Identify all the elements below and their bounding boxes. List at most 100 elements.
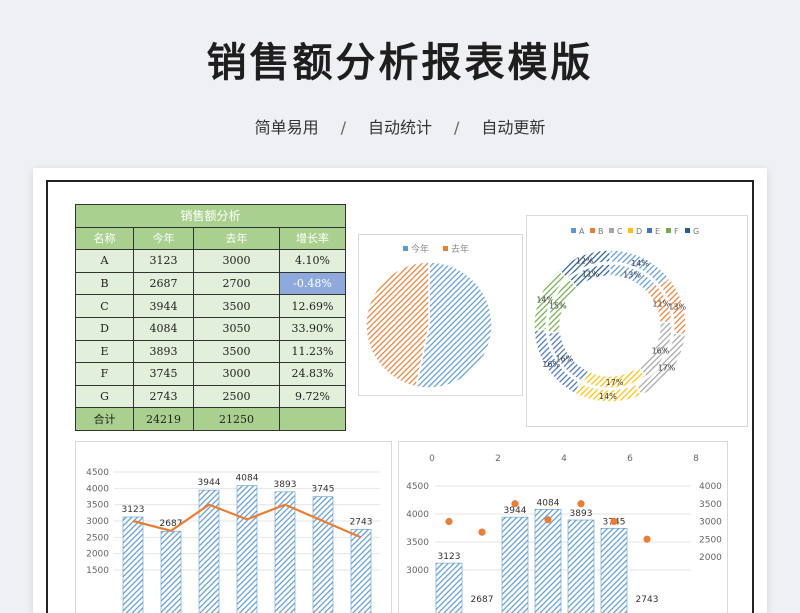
scatter-point <box>610 517 618 526</box>
pie-chart: 今年 去年 <box>365 243 493 389</box>
cell-last-year[interactable]: 3500 <box>193 294 280 318</box>
y-tick-label: 1500 <box>86 566 109 576</box>
data-label: 11% <box>582 270 600 279</box>
bar-value-label: 3944 <box>198 478 221 488</box>
bar-value-label: 3893 <box>274 480 297 490</box>
col-header-last-year[interactable]: 去年 <box>193 226 280 251</box>
bar-value-label: 2743 <box>350 517 373 527</box>
cell-this-year[interactable]: 2743 <box>133 384 194 409</box>
pie-slice <box>365 261 430 388</box>
doughnut-chart: A B C D E F G14%13%17%14%16%14%12%13%11%16%17%… <box>533 227 699 403</box>
cell-total-growth[interactable] <box>279 407 346 431</box>
table-row: D 4084 3050 33.90% <box>75 316 346 341</box>
scatter-point <box>478 528 486 536</box>
total-row: 合计 24219 21250 <box>75 407 346 431</box>
y-tick-label: 3000 <box>86 517 109 527</box>
bar-value-label: 3893 <box>570 509 593 519</box>
cell-last-year[interactable]: 2500 <box>193 384 280 409</box>
cell-last-year[interactable]: 3050 <box>193 316 280 341</box>
cell-total-this-year[interactable]: 24219 <box>133 407 194 431</box>
top-x-tick-label: 4 <box>561 454 567 464</box>
bar-value-label: 3944 <box>504 506 527 516</box>
cell-total-last-year[interactable]: 21250 <box>193 407 280 431</box>
cell-this-year[interactable]: 3745 <box>133 362 194 386</box>
bar <box>435 562 463 613</box>
cell-this-year[interactable]: 3893 <box>133 339 194 364</box>
data-label: 16% <box>542 360 560 369</box>
legend-swatch <box>647 228 652 233</box>
spreadsheet-sheet: 销售额分析 名称 今年 去年 增长率 A 3123 3000 4.10% B 2… <box>46 180 754 613</box>
bar-value-label: 4084 <box>236 474 259 484</box>
right-y-tick-label: 3000 <box>699 518 722 528</box>
legend-swatch <box>571 228 576 233</box>
cell-growth[interactable]: 24.83% <box>279 362 346 386</box>
data-label: 16% <box>652 346 670 355</box>
doughnut-segment <box>557 249 611 280</box>
right-y-tick-label: 2000 <box>699 553 722 563</box>
top-x-tick-label: 6 <box>627 454 633 464</box>
data-label: 13% <box>623 271 641 280</box>
data-label: 14% <box>599 392 617 401</box>
combo-chart-panel[interactable]: 4500 4000 3500 3000 2500 2000 1500 3123 2687 3944… <box>75 441 392 613</box>
data-label: 14% <box>536 296 554 305</box>
bar-value-label: 2743 <box>636 595 659 605</box>
cell-total-label[interactable]: 合计 <box>75 407 134 431</box>
data-label: 16% <box>555 354 573 363</box>
legend-swatch <box>443 246 448 251</box>
legend-label: G <box>693 227 699 236</box>
cell-last-year[interactable]: 3000 <box>193 362 280 386</box>
data-label: 17% <box>606 378 624 387</box>
right-y-tick-label: 2500 <box>699 535 722 545</box>
col-header-this-year[interactable]: 今年 <box>133 226 194 251</box>
cell-growth[interactable]: 4.10% <box>279 249 346 273</box>
cell-this-year[interactable]: 3944 <box>133 294 194 318</box>
bar <box>160 530 182 613</box>
bar-value-label: 3123 <box>122 505 145 515</box>
cell-last-year[interactable]: 3000 <box>193 249 280 273</box>
cell-this-year[interactable]: 2687 <box>133 271 194 296</box>
scatter-point <box>643 535 651 543</box>
pie-chart-panel[interactable]: 今年 去年 <box>358 234 523 396</box>
table-title: 销售额分析 <box>75 204 346 228</box>
data-label: 12% <box>576 257 594 266</box>
col-header-growth[interactable]: 增长率 <box>279 226 346 251</box>
data-label: 15% <box>549 302 567 311</box>
cell-last-year[interactable]: 3500 <box>193 339 280 364</box>
data-label: 11% <box>652 300 670 309</box>
feature-3: 自动更新 <box>481 118 546 137</box>
legend-label: D <box>636 227 642 236</box>
cell-name[interactable]: C <box>75 294 134 318</box>
cell-name[interactable]: D <box>75 316 134 341</box>
y-tick-label: 2500 <box>86 533 109 543</box>
col-header-name[interactable]: 名称 <box>75 226 134 251</box>
cell-name[interactable]: G <box>75 384 134 409</box>
cell-growth[interactable]: 12.69% <box>279 294 346 318</box>
cell-name[interactable]: A <box>75 249 134 273</box>
scatter-chart-panel[interactable]: 0 2 4 6 8 4500 4000 3500 3000 4000 3500 3000 2500 200… <box>398 441 728 613</box>
bar <box>350 529 372 613</box>
cell-name[interactable]: E <box>75 339 134 364</box>
cell-this-year[interactable]: 4084 <box>133 316 194 341</box>
top-x-tick-label: 8 <box>693 454 699 464</box>
data-label: 13% <box>668 302 686 311</box>
bar-value-label: 3123 <box>438 552 461 562</box>
cell-growth-selected[interactable]: -0.48% <box>279 271 346 296</box>
bar <box>198 489 220 613</box>
cell-growth[interactable]: 9.72% <box>279 384 346 409</box>
y-tick-label: 4000 <box>86 484 109 494</box>
page-title: 销售额分析报表模版 <box>206 40 594 86</box>
feature-tagline: 简单易用 / 自动统计 / 自动更新 <box>0 114 800 138</box>
cell-name[interactable]: B <box>75 271 134 296</box>
doughnut-chart-panel[interactable]: A B C D E F G 14% 13% 17% 14% 16% 14% 12% 13% 11% 16% 17%… <box>526 215 748 427</box>
table-row: F 3745 3000 24.83% <box>75 362 346 386</box>
cell-this-year[interactable]: 3123 <box>133 249 194 273</box>
feature-1: 简单易用 <box>254 118 319 137</box>
cell-last-year[interactable]: 2700 <box>193 271 280 296</box>
legend-label: B <box>598 227 604 236</box>
bar <box>501 516 529 613</box>
doughnut-segment <box>568 263 611 289</box>
cell-name[interactable]: F <box>75 362 134 386</box>
scatter-point <box>511 500 519 508</box>
cell-growth[interactable]: 33.90% <box>279 316 346 341</box>
cell-growth[interactable]: 11.23% <box>279 339 346 364</box>
